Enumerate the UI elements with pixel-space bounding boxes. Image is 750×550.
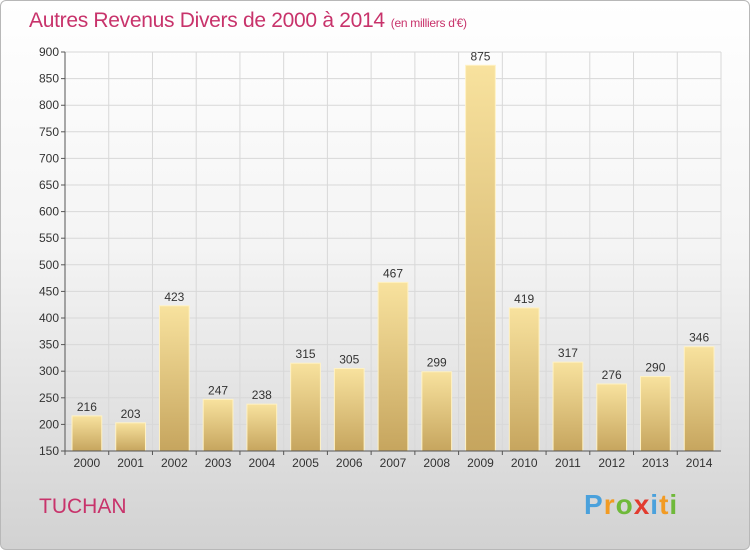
x-tick-label: 2002 [161, 456, 188, 470]
bar-value-label: 276 [602, 368, 622, 382]
axes: 150 200 250 300 350 400 450 500 550 600 650 700 750 8… [39, 45, 721, 470]
x-tick-label: 2000 [74, 456, 101, 470]
logo-letter: P [584, 489, 604, 520]
bar-value-label: 216 [77, 400, 97, 414]
logo-letter: i [650, 489, 660, 520]
logo-letter: x [633, 489, 651, 520]
bar [202, 398, 234, 452]
x-tick-label: 2013 [642, 456, 669, 470]
x-tick-label: 2014 [686, 456, 713, 470]
y-tick-label: 550 [39, 231, 59, 245]
x-tick-label: 2003 [205, 456, 232, 470]
bar [508, 307, 540, 452]
logo-letter: i [669, 489, 679, 520]
bar [333, 368, 365, 452]
y-tick-label: 350 [39, 338, 59, 352]
y-tick-label: 150 [39, 444, 59, 458]
x-tick-label: 2008 [423, 456, 450, 470]
y-tick-label: 250 [39, 391, 59, 405]
y-tick-label: 800 [39, 98, 59, 112]
bar [115, 422, 146, 452]
x-tick-label: 2005 [292, 456, 319, 470]
y-tick-label: 900 [39, 45, 59, 59]
bar-value-label: 317 [558, 346, 578, 360]
bar [290, 362, 321, 452]
x-tick-label: 2011 [555, 456, 581, 470]
x-tick-label: 2009 [467, 456, 494, 470]
value-labels: 216 203 423 247 238 315 305 467 299 875 419 317 276 2… [77, 49, 710, 421]
bar-value-label: 305 [339, 353, 359, 367]
bar [158, 305, 190, 452]
chart-title: Autres Revenus Divers de 2000 à 2014 (en … [29, 9, 467, 33]
title-text: Autres Revenus Divers de 2000 à 2014 [29, 9, 385, 32]
y-tick-label: 300 [39, 364, 59, 378]
bar [552, 361, 584, 452]
y-tick-label: 200 [39, 417, 59, 431]
y-tick-label: 600 [39, 205, 59, 219]
x-tick-label: 2001 [117, 456, 144, 470]
y-tick-label: 750 [39, 125, 59, 139]
logo-letter: r [603, 489, 616, 520]
bar [421, 371, 453, 452]
x-tick-label: 2012 [598, 456, 625, 470]
bar [683, 346, 715, 452]
x-tick-label: 2010 [511, 456, 538, 470]
bar-value-label: 467 [383, 266, 403, 280]
bar [377, 281, 409, 452]
x-tick-label: 2007 [380, 456, 407, 470]
bars [71, 64, 715, 452]
bar-value-label: 203 [121, 407, 141, 421]
commune-name: TUCHAN [39, 495, 127, 518]
y-tick-label: 650 [39, 178, 59, 192]
bar [71, 415, 103, 452]
bar-value-label: 423 [164, 290, 184, 304]
x-tick-label: 2006 [336, 456, 363, 470]
bar-value-label: 290 [645, 361, 665, 375]
y-tick-label: 700 [39, 151, 59, 165]
y-tick-label: 400 [39, 311, 59, 325]
bar-value-label: 315 [296, 347, 316, 361]
bar [640, 376, 671, 452]
bar-value-label: 299 [427, 356, 447, 370]
bar-value-label: 875 [470, 49, 490, 63]
y-tick-label: 450 [39, 284, 59, 298]
bar [465, 64, 496, 452]
title-unit: (en milliers d'€) [390, 16, 467, 30]
proxiti-logo: Proxiti [584, 489, 678, 521]
bar [596, 383, 628, 452]
x-tick-label: 2004 [248, 456, 275, 470]
logo-letter: o [615, 489, 634, 520]
bar-value-label: 238 [252, 388, 272, 402]
bar-value-label: 247 [208, 383, 228, 397]
y-tick-label: 500 [39, 258, 59, 272]
logo-letter: t [659, 489, 670, 520]
bar-value-label: 419 [514, 292, 534, 306]
bar-value-label: 346 [689, 331, 709, 345]
bar [246, 403, 278, 452]
y-tick-label: 850 [39, 72, 59, 86]
